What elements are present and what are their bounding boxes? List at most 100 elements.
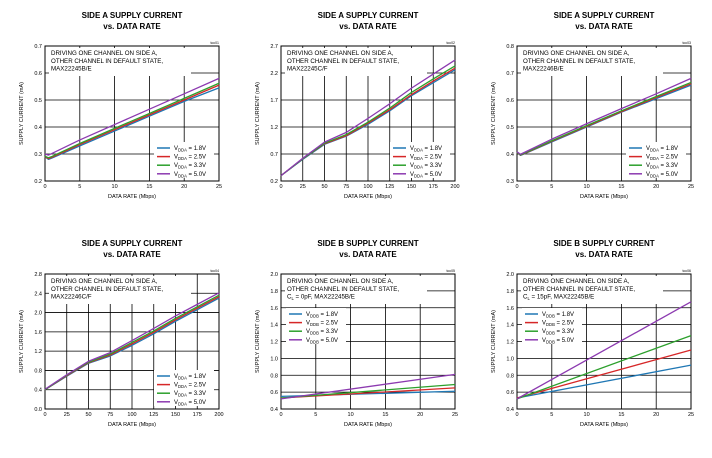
x-tick-label: 10 [348, 412, 354, 418]
y-tick-label: 1.2 [34, 349, 42, 355]
chart-title: SIDE A SUPPLY CURRENT [318, 11, 419, 20]
x-tick-label: 75 [343, 184, 349, 190]
note-background [521, 276, 663, 304]
legend-entry: VDDA = 2.5V [174, 155, 206, 162]
legend-subscript: DDA [178, 173, 187, 178]
series-line [44, 82, 220, 159]
legend-symbol: V [542, 312, 546, 318]
y-tick-label: 0.6 [506, 98, 514, 104]
legend-subscript: DDA [178, 148, 187, 153]
legend-entry: VDDB = 5.0V [542, 338, 574, 345]
y-axis-label: SUPPLY CURRENT (mA) [255, 82, 261, 145]
y-tick-label: 1.0 [270, 356, 278, 362]
y-tick-label: 0.4 [506, 407, 514, 413]
chart-title: SIDE A SUPPLY CURRENT [554, 11, 655, 20]
chart-title: SIDE A SUPPLY CURRENT [82, 239, 183, 248]
y-tick-label: 0.4 [270, 407, 278, 413]
x-tick-label: 25 [300, 184, 306, 190]
legend-entry: VDDA = 3.3V [174, 163, 206, 170]
x-tick-label: 175 [429, 184, 438, 190]
legend-subscript: DDB [310, 331, 319, 336]
series-line [516, 364, 692, 399]
legend-symbol: V [542, 338, 546, 344]
x-tick-label: 50 [321, 184, 327, 190]
note-line: DRIVING ONE CHANNEL ON SIDE A, [51, 50, 158, 57]
note-background [49, 48, 191, 76]
x-axis-label: DATA RATE (Mbps) [580, 194, 628, 200]
chart-side-a-supply-current-toc03: SIDE A SUPPLY CURRENT vs. DATA RATE toc03 0… [476, 6, 710, 226]
chart-svg: SIDE B SUPPLY CURRENT vs. DATA RATE toc05 0… [255, 239, 458, 428]
note-line: OTHER CHANNEL IN DEFAULT STATE, [523, 286, 635, 293]
x-tick-label: 150 [407, 184, 416, 190]
y-tick-label: 0.5 [34, 98, 42, 104]
legend-subscript: DDA [414, 156, 423, 161]
note-background [49, 276, 191, 304]
chart-svg: SIDE A SUPPLY CURRENT vs. DATA RATE toc04 0… [19, 239, 224, 428]
x-tick-label: 5 [550, 412, 553, 418]
note-line: CL = 15pF, MAX22245B/E [523, 294, 594, 302]
x-tick-label: 200 [450, 184, 459, 190]
legend-value: = 1.8V [423, 146, 442, 152]
legend-value: = 5.0V [319, 338, 338, 344]
series-line [44, 77, 220, 156]
legend-symbol: V [174, 383, 178, 389]
y-tick-label: 0.7 [34, 44, 42, 50]
x-tick-label: 5 [550, 184, 553, 190]
chart-subtitle: vs. DATA RATE [103, 250, 161, 259]
y-tick-label: 0.2 [270, 179, 278, 185]
note-line: CL = 0pF, MAX22245B/E [287, 294, 355, 302]
y-axis-label: SUPPLY CURRENT (mA) [491, 82, 497, 145]
x-tick-label: 25 [452, 412, 458, 418]
note-line: DRIVING ONE CHANNEL ON SIDE A, [51, 278, 158, 285]
note-line: MAX22245C/F [287, 66, 328, 73]
plot-frame [280, 45, 456, 182]
legend-symbol: V [174, 155, 178, 161]
legend-value: = 3.3V [423, 163, 442, 169]
plot-frame [44, 273, 220, 410]
note-c-rest: = 15pF, MAX22245B/E [530, 294, 595, 301]
y-tick-label: 2.2 [270, 71, 278, 77]
legend-value: = 2.5V [659, 155, 678, 161]
series-line [516, 77, 692, 155]
y-tick-label: 1.6 [506, 306, 514, 312]
y-axis-label: SUPPLY CURRENT (mA) [491, 310, 497, 373]
y-tick-label: 1.8 [506, 289, 514, 295]
y-tick-label: 0.4 [34, 388, 42, 394]
y-tick-label: 2.7 [270, 44, 278, 50]
y-tick-label: 2.4 [34, 291, 42, 297]
note-background [521, 48, 663, 76]
legend-symbol: V [174, 400, 178, 406]
y-tick-label: 0.8 [270, 373, 278, 379]
legend-value: = 5.0V [659, 172, 678, 178]
legend-subscript: DDB [310, 339, 319, 344]
legend-symbol: V [646, 146, 650, 152]
plot-frame [516, 273, 692, 410]
x-tick-label: 200 [214, 412, 223, 418]
x-tick-label: 10 [584, 412, 590, 418]
chart-subtitle: vs. DATA RATE [339, 250, 397, 259]
chart-svg: SIDE B SUPPLY CURRENT vs. DATA RATE toc06 0… [491, 239, 694, 428]
chart-svg: SIDE A SUPPLY CURRENT vs. DATA RATE toc03 0… [491, 11, 694, 200]
legend-entry: VDDA = 1.8V [174, 374, 206, 381]
legend-value: = 2.5V [187, 383, 206, 389]
series-line [516, 349, 692, 399]
legend-entry: VDDA = 1.8V [410, 146, 442, 153]
note-line: OTHER CHANNEL IN DEFAULT STATE, [523, 58, 635, 65]
plot-frame [280, 273, 456, 410]
legend-subscript: DDA [650, 165, 659, 170]
legend-symbol: V [306, 321, 310, 327]
legend-subscript: DDA [178, 393, 187, 398]
legend-subscript: DDA [414, 165, 423, 170]
x-tick-label: 25 [688, 412, 694, 418]
series-line [280, 59, 456, 177]
legend-subscript: DDB [546, 339, 555, 344]
series-line [516, 301, 692, 400]
y-tick-label: 1.0 [506, 356, 514, 362]
chart-title: SIDE B SUPPLY CURRENT [317, 239, 418, 248]
legend-symbol: V [174, 172, 178, 178]
y-tick-label: 0.4 [34, 125, 42, 131]
legend-symbol: V [306, 329, 310, 335]
y-tick-label: 0.7 [270, 152, 278, 158]
legend-value: = 2.5V [187, 155, 206, 161]
legend-value: = 5.0V [555, 338, 574, 344]
